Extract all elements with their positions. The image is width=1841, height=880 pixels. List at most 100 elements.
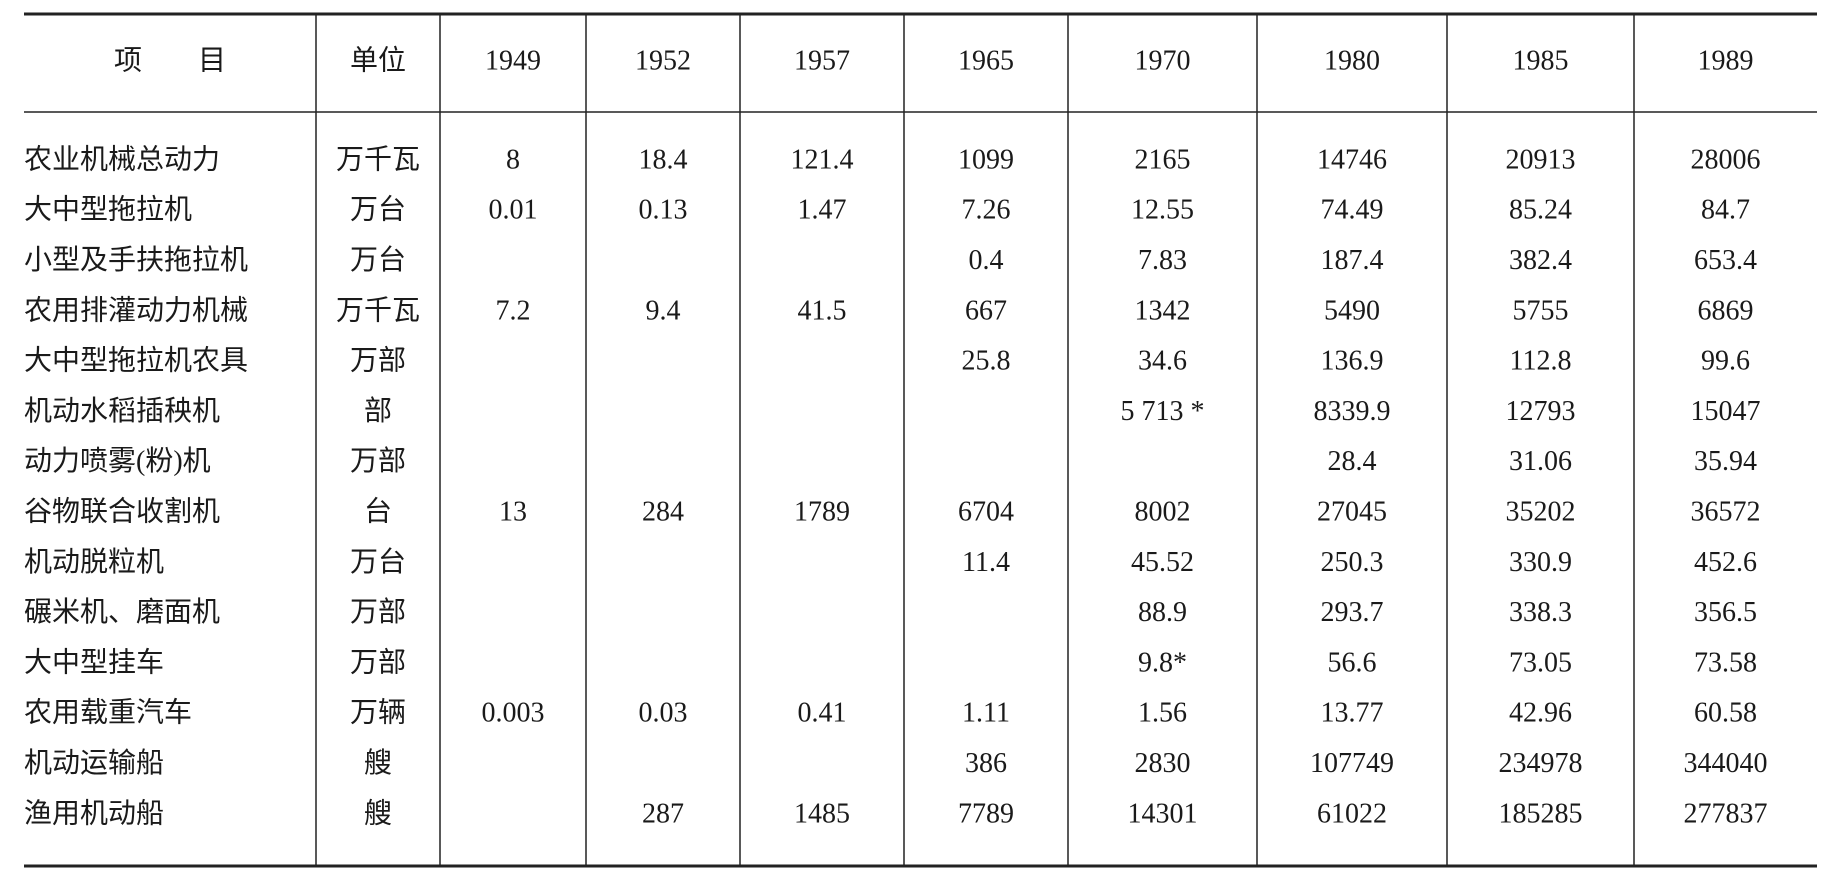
value-cell: 293.7 (1321, 597, 1384, 628)
value-cell: 6869 (1698, 295, 1754, 326)
value-cell: 15047 (1691, 396, 1761, 427)
row-label: 谷物联合收割机 (24, 496, 220, 528)
value-cell: 0.003 (482, 698, 545, 729)
header-cell: 1980 (1324, 45, 1380, 76)
value-cell: 73.58 (1694, 647, 1757, 678)
value-cell: 28.4 (1328, 446, 1377, 477)
value-cell: 234978 (1499, 748, 1583, 779)
row-label: 大中型挂车 (24, 646, 164, 678)
value-cell: 45.52 (1131, 547, 1194, 578)
value-cell: 34.6 (1138, 346, 1187, 377)
value-cell: 9.8* (1138, 647, 1187, 678)
value-cell: 31.06 (1509, 446, 1572, 477)
unit-cell: 万台 (350, 546, 406, 578)
value-cell: 121.4 (791, 144, 854, 175)
value-cell: 1.47 (798, 195, 847, 226)
value-cell: 42.96 (1509, 698, 1572, 729)
value-cell: 356.5 (1694, 597, 1757, 628)
row-label: 机动脱粒机 (24, 546, 164, 578)
value-cell: 11.4 (962, 547, 1010, 578)
header-cell: 1970 (1135, 45, 1191, 76)
unit-cell: 万部 (350, 345, 406, 377)
unit-cell: 万台 (350, 244, 406, 276)
unit-cell: 万千瓦 (336, 144, 420, 175)
value-cell: 14746 (1317, 144, 1387, 175)
value-cell: 136.9 (1321, 346, 1384, 377)
row-label: 机动运输船 (24, 747, 164, 779)
value-cell: 0.03 (639, 698, 688, 729)
row-label: 农用排灌动力机械 (24, 294, 248, 326)
unit-cell: 万部 (350, 596, 406, 628)
value-cell: 0.4 (969, 245, 1004, 276)
unit-cell: 万千瓦 (336, 295, 420, 326)
value-cell: 20913 (1506, 144, 1576, 175)
value-cell: 112.8 (1510, 346, 1572, 377)
value-cell: 85.24 (1509, 195, 1572, 226)
value-cell: 35202 (1506, 497, 1576, 528)
value-cell: 250.3 (1321, 547, 1384, 578)
value-cell: 667 (965, 295, 1007, 326)
value-cell: 185285 (1499, 798, 1583, 829)
value-cell: 35.94 (1694, 446, 1757, 477)
row-label: 农业机械总动力 (24, 143, 220, 175)
value-cell: 8002 (1135, 497, 1191, 528)
value-cell: 5755 (1513, 295, 1569, 326)
value-cell: 56.6 (1328, 647, 1377, 678)
value-cell: 8339.9 (1314, 396, 1391, 427)
value-cell: 88.9 (1138, 597, 1187, 628)
value-cell: 0.13 (639, 195, 688, 226)
unit-cell: 万部 (350, 445, 406, 477)
unit-cell: 万台 (350, 194, 406, 226)
value-cell: 1342 (1135, 295, 1191, 326)
header-cell: 1985 (1513, 45, 1569, 76)
unit-cell: 部 (364, 395, 392, 427)
value-cell: 12793 (1506, 396, 1576, 427)
value-cell: 73.05 (1509, 647, 1572, 678)
header-cell: 1989 (1698, 45, 1754, 76)
row-label: 农用载重汽车 (24, 697, 192, 729)
value-cell: 0.01 (489, 195, 538, 226)
value-cell: 330.9 (1509, 547, 1572, 578)
row-label: 碾米机、磨面机 (24, 596, 220, 628)
value-cell: 0.41 (798, 698, 847, 729)
value-cell: 653.4 (1694, 245, 1757, 276)
value-cell: 277837 (1684, 798, 1768, 829)
value-cell: 344040 (1684, 748, 1768, 779)
value-cell: 9.4 (646, 295, 681, 326)
value-cell: 12.55 (1131, 195, 1194, 226)
header-cell: 1949 (485, 45, 541, 76)
value-cell: 1485 (794, 798, 850, 829)
value-cell: 5 713 * (1121, 396, 1205, 427)
value-cell: 386 (965, 748, 1007, 779)
value-cell: 74.49 (1321, 195, 1384, 226)
value-cell: 41.5 (798, 295, 847, 326)
value-cell: 1099 (958, 144, 1014, 175)
value-cell: 1.11 (962, 698, 1010, 729)
value-cell: 1789 (794, 497, 850, 528)
header-cell: 单位 (350, 44, 406, 76)
row-label: 大中型拖拉机农具 (24, 345, 248, 377)
value-cell: 7.26 (962, 195, 1011, 226)
value-cell: 5490 (1324, 295, 1380, 326)
row-label: 小型及手扶拖拉机 (24, 244, 248, 276)
value-cell: 107749 (1310, 748, 1394, 779)
row-label: 动力喷雾(粉)机 (24, 445, 211, 477)
value-cell: 7.2 (496, 295, 531, 326)
unit-cell: 艘 (364, 797, 392, 829)
value-cell: 1.56 (1138, 698, 1187, 729)
value-cell: 338.3 (1509, 597, 1572, 628)
header-cell: 1965 (958, 45, 1014, 76)
unit-cell: 艘 (364, 747, 392, 779)
value-cell: 6704 (958, 497, 1014, 528)
header-cell: 1952 (635, 45, 691, 76)
header-cell: 1957 (794, 45, 850, 76)
row-label: 机动水稻插秧机 (24, 395, 220, 427)
value-cell: 18.4 (639, 144, 688, 175)
value-cell: 2830 (1135, 748, 1191, 779)
value-cell: 8 (506, 144, 520, 175)
value-cell: 25.8 (962, 346, 1011, 377)
value-cell: 7789 (958, 798, 1014, 829)
unit-cell: 台 (364, 496, 392, 528)
